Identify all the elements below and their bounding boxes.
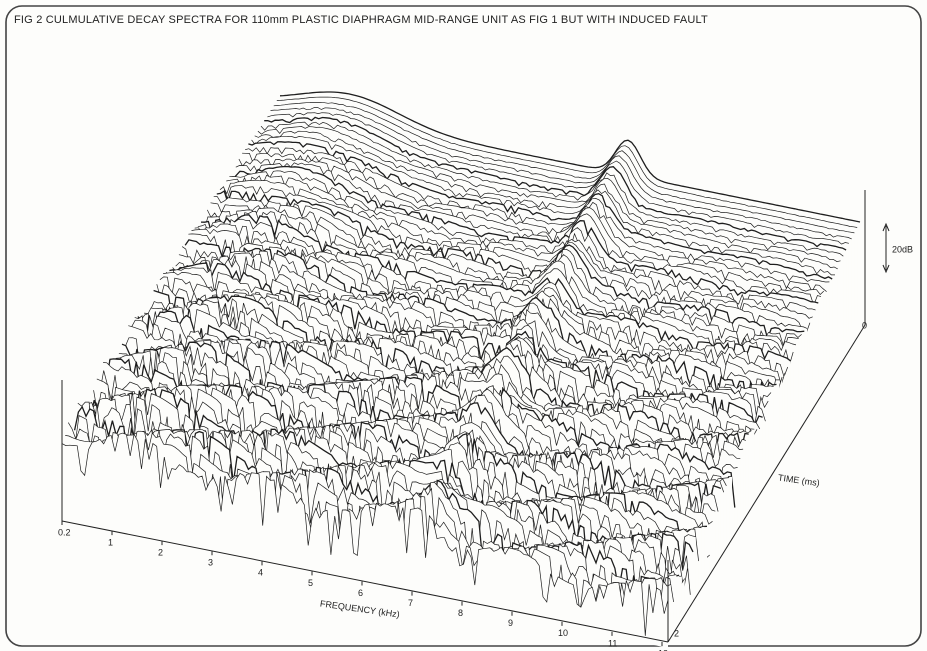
decay-trace: [124, 337, 725, 510]
frequency-tick-label: 9: [508, 618, 513, 628]
decay-trace: [213, 195, 802, 347]
decay-trace: [184, 239, 777, 406]
frequency-tick-label: 11: [608, 638, 617, 648]
trace-mask: [62, 433, 668, 648]
decay-trace: [137, 310, 736, 508]
scale-label: 20dB: [892, 244, 913, 254]
decay-trace: [251, 135, 835, 276]
decay-trace: [229, 170, 816, 311]
decay-trace: [242, 152, 827, 293]
frequency-ticks: 0.2123456789101112: [58, 521, 668, 651]
decay-trace: [165, 267, 761, 430]
frequency-tick-label: 10: [558, 628, 568, 638]
time-tick-label: 2: [674, 628, 679, 638]
box-edge: [667, 324, 866, 643]
decay-trace: [276, 96, 858, 228]
decay-trace: [279, 91, 861, 223]
decay-trace: [178, 252, 772, 408]
decay-trace: [257, 126, 841, 262]
decay-trace: [206, 207, 797, 352]
decay-trace: [235, 162, 822, 307]
decay-trace: [273, 101, 855, 234]
frequency-tick-label: 5: [308, 578, 313, 588]
decay-trace: [219, 185, 808, 329]
decay-trace: [172, 258, 766, 427]
box-edge: [61, 520, 669, 643]
frequency-tick-label: 3: [208, 558, 213, 568]
frame: [5, 5, 922, 647]
decay-trace: [248, 141, 833, 280]
decay-trace: [131, 319, 730, 512]
title: FIG 2 CULMULATIVE DECAY SPECTRA FOR 110m…: [14, 14, 708, 26]
decay-trace: [222, 179, 811, 334]
decay-trace: [73, 405, 680, 623]
plot-box: [61, 190, 890, 643]
scale-arrow-head: [882, 264, 890, 274]
decay-trace: [267, 112, 849, 245]
frequency-tick-label: 6: [358, 588, 363, 598]
frequency-tick-label: 1: [108, 537, 113, 547]
decay-trace: [270, 107, 852, 240]
decay-trace: [118, 344, 719, 519]
decay-trace: [216, 190, 805, 341]
decay-trace: [254, 130, 838, 270]
decay-trace: [260, 121, 844, 257]
frequency-tick-label: 7: [408, 598, 413, 608]
decay-trace: [71, 414, 677, 621]
time-tick-label: 0: [862, 320, 867, 330]
decay-trace: [61, 432, 669, 636]
decay-trace: [264, 116, 847, 251]
frequency-tick-label: 12: [658, 648, 668, 651]
decay-trace: [226, 174, 813, 319]
decay-trace: [210, 202, 799, 352]
frequency-tick-label: 4: [258, 568, 263, 578]
decay-trace: [245, 146, 830, 283]
decay-trace: [150, 297, 746, 468]
scale-arrow-head: [882, 222, 890, 232]
decay-trace: [194, 223, 786, 387]
decay-trace: [128, 325, 727, 499]
decay-trace: [238, 158, 825, 296]
decay-trace: [200, 214, 791, 363]
decay-trace: [197, 218, 789, 380]
frequency-tick-label: 0.2: [58, 527, 71, 537]
frequency-tick-label: 2: [158, 548, 163, 558]
decay-trace: [232, 165, 819, 304]
frequency-tick-label: 8: [458, 608, 463, 618]
waterfall-surface: [61, 91, 861, 648]
